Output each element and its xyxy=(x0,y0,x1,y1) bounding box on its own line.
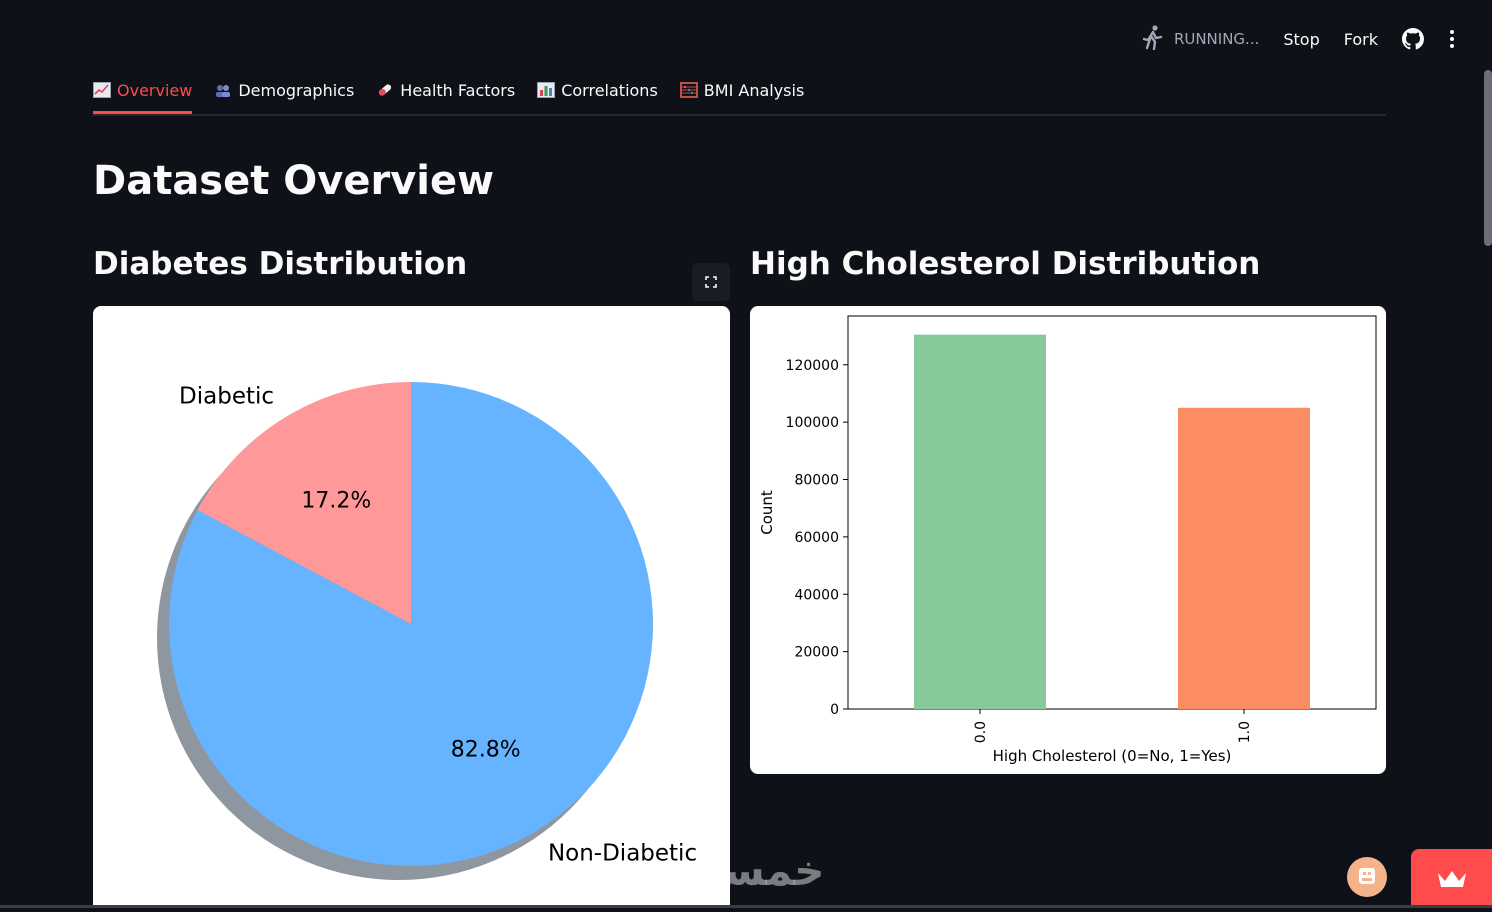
y-tick-label: 40000 xyxy=(794,587,839,603)
x-axis-label: High Cholesterol (0=No, 1=Yes) xyxy=(993,747,1232,765)
tab-demographics[interactable]: Demographics xyxy=(214,68,354,112)
x-tick-label: 0.0 xyxy=(973,721,989,743)
tab-correlations[interactable]: Correlations xyxy=(537,68,658,112)
github-icon[interactable] xyxy=(1402,28,1424,50)
y-tick-label: 80000 xyxy=(794,473,839,489)
pie-category-label: Diabetic xyxy=(179,384,274,410)
watermark-text: خمسات xyxy=(665,846,824,895)
y-tick-label: 120000 xyxy=(786,358,839,374)
fullscreen-icon xyxy=(705,276,717,288)
running-status-text: RUNNING... xyxy=(1174,30,1259,48)
more-vertical-icon[interactable] xyxy=(1448,29,1456,49)
tab-label: Correlations xyxy=(561,81,658,100)
bar-chart-emoji-icon xyxy=(537,82,555,98)
y-tick-label: 100000 xyxy=(786,415,839,431)
avatar[interactable] xyxy=(1347,857,1387,897)
deploy-crown-button[interactable] xyxy=(1411,849,1492,908)
bar-chart-card: 0 20000 40000 60000 80000 100000 120000 0.0 1.0 H… xyxy=(750,306,1386,774)
toolbar-actions: RUNNING... Stop Fork xyxy=(1140,24,1456,54)
chart-increasing-emoji-icon xyxy=(93,82,111,98)
watermark-logo: خمسات xyxy=(655,845,835,906)
tab-health-factors[interactable]: Health Factors xyxy=(376,68,515,112)
fork-button[interactable]: Fork xyxy=(1344,30,1378,49)
crown-icon xyxy=(1436,869,1468,889)
page-title: Dataset Overview xyxy=(93,158,494,204)
tab-label: Demographics xyxy=(238,81,354,100)
pill-emoji-icon xyxy=(376,82,394,98)
tab-bmi-analysis[interactable]: BMI Analysis xyxy=(680,68,805,112)
cholesterol-bar-chart: 0 20000 40000 60000 80000 100000 120000 0.0 1.0 H… xyxy=(750,306,1386,774)
tab-bar: Overview Demographics Health Factors Cor… xyxy=(93,68,1386,116)
pie-pct-label: 17.2% xyxy=(301,488,371,513)
people-emoji-icon xyxy=(214,82,232,98)
tab-label: Health Factors xyxy=(400,81,515,100)
abacus-emoji-icon xyxy=(680,82,698,98)
tab-overview[interactable]: Overview xyxy=(93,68,192,112)
tab-label: Overview xyxy=(117,81,192,100)
x-tick-label: 1.0 xyxy=(1237,721,1253,743)
page-scrollbar[interactable] xyxy=(1484,70,1492,246)
khamsat-logo-icon: خمسات xyxy=(655,845,835,895)
stop-button[interactable]: Stop xyxy=(1283,30,1319,49)
running-status: RUNNING... xyxy=(1140,24,1259,54)
y-tick-label: 0 xyxy=(830,702,839,718)
y-tick-label: 20000 xyxy=(794,645,839,661)
cholesterol-distribution-title: High Cholesterol Distribution xyxy=(750,246,1260,282)
diabetes-distribution-title: Diabetes Distribution xyxy=(93,246,467,282)
pie-pct-label: 82.8% xyxy=(451,738,521,763)
bar-0.0 xyxy=(914,335,1046,709)
bar-1.0 xyxy=(1178,408,1310,709)
fullscreen-button[interactable] xyxy=(692,263,730,301)
tab-label: BMI Analysis xyxy=(704,81,805,100)
y-axis-label: Count xyxy=(758,490,776,535)
running-man-icon xyxy=(1140,24,1164,54)
y-tick-label: 60000 xyxy=(794,530,839,546)
top-toolbar: RUNNING... Stop Fork xyxy=(0,0,1492,78)
